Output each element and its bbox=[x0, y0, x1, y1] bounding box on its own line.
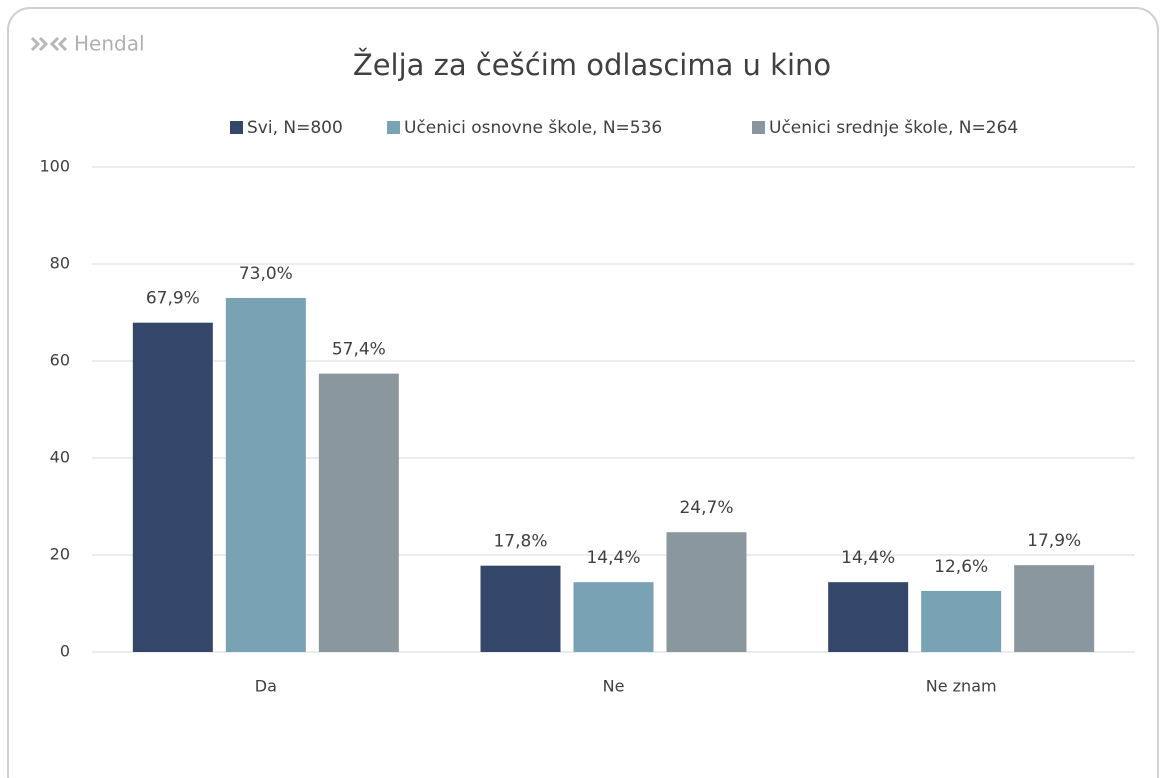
bar bbox=[921, 590, 1002, 652]
value-label: 73,0% bbox=[239, 264, 293, 284]
x-tick-label: Ne bbox=[603, 677, 625, 696]
x-tick-label: Da bbox=[255, 677, 277, 696]
logo-icon bbox=[30, 36, 68, 52]
bar bbox=[666, 532, 747, 652]
legend-label: Učenici osnovne škole, N=536 bbox=[404, 118, 662, 138]
bar bbox=[318, 373, 399, 652]
value-label: 57,4% bbox=[332, 340, 386, 360]
y-tick-label: 0 bbox=[60, 642, 70, 661]
value-label: 14,4% bbox=[841, 548, 895, 568]
x-tick-label: Ne znam bbox=[926, 677, 997, 696]
value-label: 14,4% bbox=[586, 548, 640, 568]
legend-label: Svi, N=800 bbox=[247, 118, 343, 138]
value-label: 17,8% bbox=[493, 532, 547, 552]
y-tick-label: 20 bbox=[50, 545, 70, 564]
bar bbox=[132, 322, 213, 652]
legend-swatch bbox=[387, 121, 400, 134]
legend-swatch bbox=[752, 121, 765, 134]
legend-label: Učenici srednje škole, N=264 bbox=[769, 118, 1018, 138]
bar bbox=[1014, 565, 1095, 652]
y-tick-label: 40 bbox=[50, 448, 70, 467]
value-label: 67,9% bbox=[146, 289, 200, 309]
value-label: 12,6% bbox=[934, 557, 988, 577]
bar bbox=[225, 297, 306, 652]
bar bbox=[828, 582, 909, 652]
value-label: 24,7% bbox=[679, 498, 733, 518]
chart-title: Želja za češćim odlascima u kino bbox=[353, 48, 831, 82]
y-tick-label: 100 bbox=[39, 157, 70, 176]
brand: Hendal bbox=[74, 32, 145, 56]
legend-swatch bbox=[230, 121, 243, 134]
bar bbox=[480, 565, 561, 652]
value-label: 17,9% bbox=[1027, 531, 1081, 551]
y-tick-label: 80 bbox=[50, 254, 70, 273]
y-tick-label: 60 bbox=[50, 351, 70, 370]
bar bbox=[573, 582, 654, 652]
